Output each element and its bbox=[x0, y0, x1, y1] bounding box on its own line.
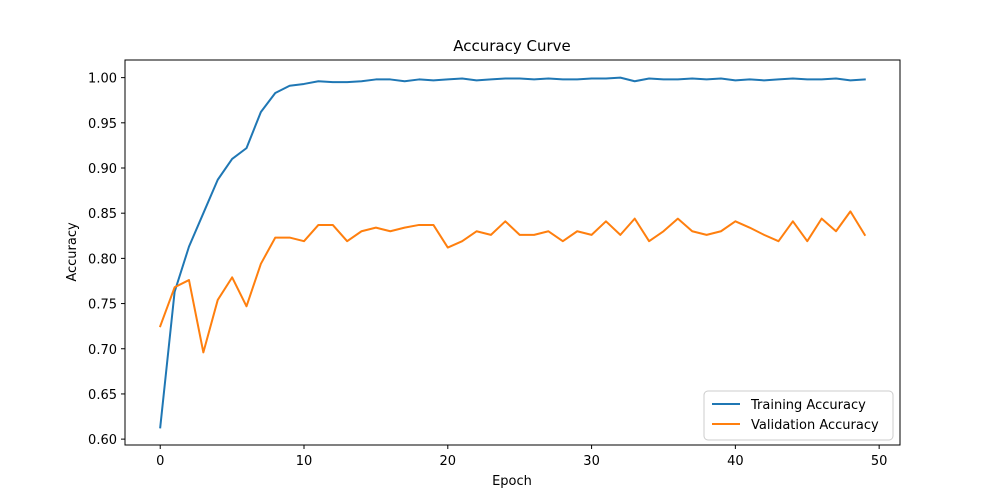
x-tick-label: 40 bbox=[727, 454, 744, 469]
x-tick-label: 30 bbox=[583, 454, 600, 469]
y-tick-label: 0.95 bbox=[88, 117, 117, 132]
series-layer bbox=[158, 76, 867, 429]
x-tick-label: 20 bbox=[440, 454, 457, 469]
x-tick-label: 50 bbox=[871, 454, 888, 469]
x-tick-label: 0 bbox=[156, 454, 164, 469]
y-tick-label: 0.65 bbox=[88, 388, 117, 403]
series-line-validation-accuracy bbox=[158, 210, 867, 354]
legend: Training Accuracy Validation Accuracy bbox=[703, 390, 894, 441]
chart-title: Accuracy Curve bbox=[453, 37, 571, 55]
y-tick-label: 0.85 bbox=[88, 207, 117, 222]
y-tick-label: 1.00 bbox=[88, 72, 117, 87]
y-tick-label: 0.80 bbox=[88, 252, 117, 267]
legend-label-validation-accuracy: Validation Accuracy bbox=[751, 418, 879, 433]
series-line-training-accuracy bbox=[159, 76, 866, 429]
legend-box bbox=[703, 390, 894, 441]
legend-label-training-accuracy: Training Accuracy bbox=[750, 398, 866, 413]
y-axis-ticks: 0.60 0.65 0.70 0.75 0.80 0.85 0.90 0.95 1.00 bbox=[88, 72, 125, 448]
y-tick-label: 0.75 bbox=[88, 298, 117, 313]
x-axis-label: Epoch bbox=[492, 474, 532, 489]
y-tick-label: 0.60 bbox=[88, 433, 117, 448]
y-axis-label: Accuracy bbox=[65, 222, 80, 282]
plot-area-frame bbox=[124, 59, 901, 446]
y-tick-label: 0.90 bbox=[88, 162, 117, 177]
y-tick-label: 0.70 bbox=[88, 343, 117, 358]
x-axis-ticks: 0 10 20 30 40 50 bbox=[156, 445, 887, 469]
x-tick-label: 10 bbox=[296, 454, 313, 469]
